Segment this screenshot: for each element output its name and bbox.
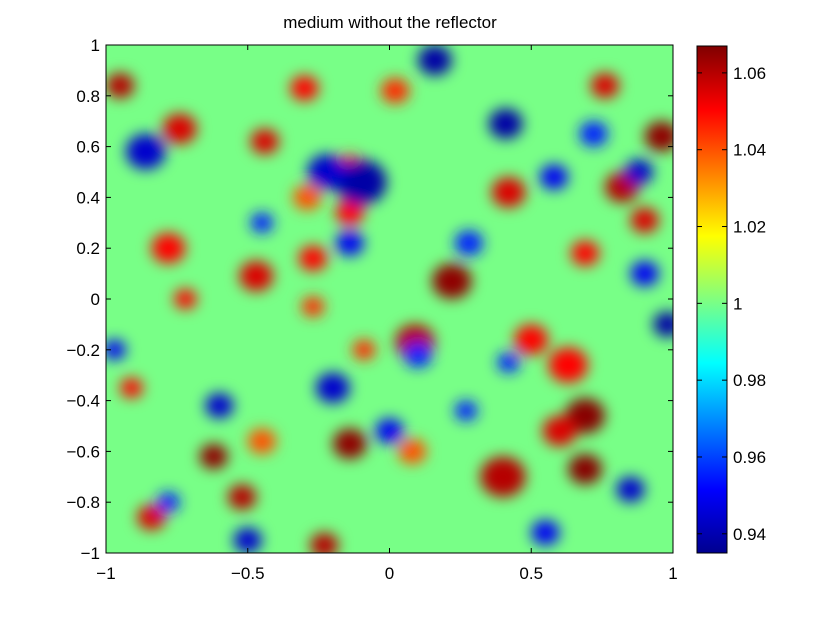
low-value-feature xyxy=(403,342,433,368)
high-value-feature xyxy=(174,288,197,310)
low-value-feature xyxy=(233,527,262,553)
low-value-feature xyxy=(125,133,166,170)
y-tick-label: −0.4 xyxy=(66,392,100,411)
y-tick-label: 1 xyxy=(91,36,100,55)
colorbar: 1.06 1.04 1.02 1 0.98 0.96 0.94 xyxy=(696,45,766,554)
low-value-feature xyxy=(616,476,645,503)
colorbar-tick-label: 1.06 xyxy=(733,64,766,83)
high-value-feature xyxy=(432,263,472,299)
high-value-feature xyxy=(480,456,526,498)
low-value-feature xyxy=(307,154,347,190)
low-value-feature xyxy=(250,212,274,233)
high-value-feature xyxy=(162,113,197,145)
high-value-feature xyxy=(568,453,603,485)
high-value-feature xyxy=(290,75,319,101)
high-value-feature xyxy=(565,398,605,434)
high-value-feature xyxy=(137,504,166,531)
low-value-feature xyxy=(375,418,404,444)
y-tick-label: 0.6 xyxy=(76,138,100,157)
high-value-feature xyxy=(199,443,228,470)
y-tick-label: −0.6 xyxy=(66,442,100,461)
colorbar-frame xyxy=(696,45,728,554)
low-value-feature xyxy=(335,159,387,206)
y-tick-label: −0.8 xyxy=(66,493,100,512)
high-value-feature xyxy=(151,232,186,264)
chart-title: medium without the reflector xyxy=(283,13,497,32)
high-value-feature xyxy=(570,240,600,266)
low-value-feature xyxy=(454,230,484,256)
high-value-feature xyxy=(239,260,274,292)
x-tick-label: −1 xyxy=(96,564,115,583)
low-value-feature xyxy=(539,164,569,190)
colorbar-tick-label: 1.02 xyxy=(733,218,766,237)
colorbar-tick-label: 0.94 xyxy=(733,525,766,544)
low-value-feature xyxy=(106,339,126,360)
x-tick-label: 0 xyxy=(385,564,394,583)
plot-area xyxy=(106,45,673,553)
y-tick-label: −0.2 xyxy=(66,341,100,360)
x-tick-label: 0.5 xyxy=(519,564,543,583)
high-value-feature xyxy=(332,428,367,460)
low-value-feature xyxy=(205,392,234,419)
high-value-feature xyxy=(514,324,549,355)
colorbar-tick-label: 0.98 xyxy=(733,371,766,390)
high-value-feature xyxy=(548,347,588,383)
colorbar-tick-label: 1 xyxy=(733,294,742,313)
high-value-feature xyxy=(301,296,325,317)
high-value-feature xyxy=(227,484,257,510)
high-value-feature xyxy=(590,72,620,99)
low-value-feature xyxy=(653,311,673,338)
high-value-feature xyxy=(380,78,410,104)
low-value-feature xyxy=(335,230,364,256)
low-value-feature xyxy=(630,260,659,287)
low-value-feature xyxy=(497,352,520,373)
low-value-feature xyxy=(531,519,560,546)
y-tick-label: 0.2 xyxy=(76,239,100,258)
high-value-feature xyxy=(120,377,143,399)
high-value-feature xyxy=(644,121,673,152)
high-value-feature xyxy=(542,415,577,447)
y-tick-label: 0.4 xyxy=(76,188,100,207)
high-value-feature xyxy=(106,72,135,99)
high-value-feature xyxy=(293,184,322,211)
low-value-feature xyxy=(624,159,654,185)
colorbar-tick-label: 1.04 xyxy=(733,141,766,160)
x-tick-label: −0.5 xyxy=(231,564,265,583)
low-value-feature xyxy=(454,400,478,421)
high-value-feature xyxy=(310,532,339,553)
low-value-feature xyxy=(488,108,523,139)
colorbar-gradient xyxy=(697,46,727,553)
high-value-feature xyxy=(398,438,427,465)
low-value-feature xyxy=(417,45,452,76)
high-value-feature xyxy=(298,245,328,272)
high-value-feature xyxy=(335,199,364,226)
high-value-feature xyxy=(352,339,376,360)
high-value-feature xyxy=(247,428,277,454)
low-value-feature xyxy=(579,121,608,147)
colorbar-tick-label: 0.96 xyxy=(733,448,766,467)
high-value-feature xyxy=(491,177,526,208)
high-value-feature xyxy=(630,207,659,233)
y-tick-label: 0.8 xyxy=(76,87,100,106)
x-tick-label: 1 xyxy=(668,564,677,583)
high-value-feature xyxy=(250,128,279,155)
y-tick-label: −1 xyxy=(81,544,100,563)
y-tick-label: 0 xyxy=(91,290,100,309)
low-value-feature xyxy=(315,372,350,404)
low-value-feature xyxy=(157,492,180,513)
